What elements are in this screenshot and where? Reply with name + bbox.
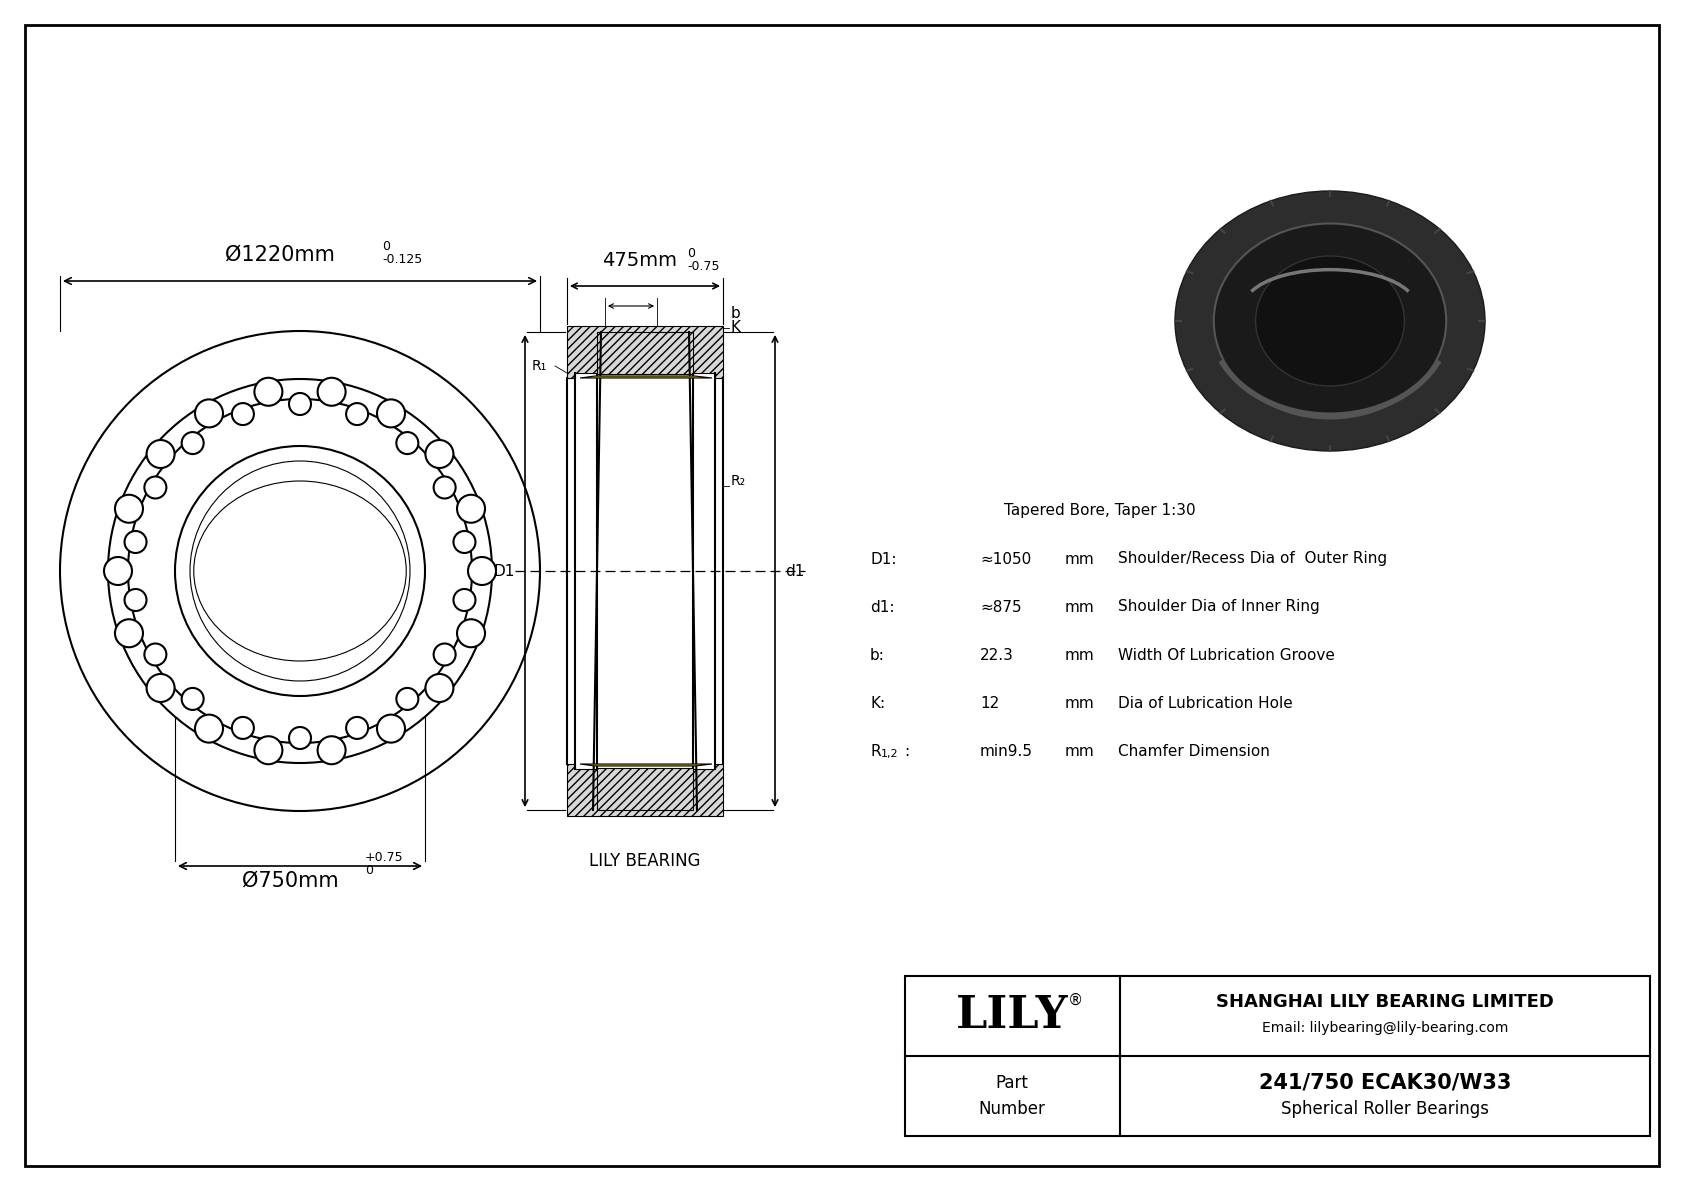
Text: mm: mm [1064,648,1095,662]
Circle shape [125,531,147,553]
Circle shape [290,393,312,414]
Circle shape [396,432,418,454]
Text: b: b [731,306,741,322]
Circle shape [377,399,404,428]
Circle shape [108,379,492,763]
Text: b:: b: [871,648,884,662]
Text: D1: D1 [493,563,515,579]
Polygon shape [568,763,722,816]
Text: Spherical Roller Bearings: Spherical Roller Bearings [1282,1100,1489,1118]
Circle shape [426,674,453,701]
Circle shape [232,717,254,738]
Text: 0: 0 [687,247,695,260]
Text: ≈1050: ≈1050 [980,551,1031,567]
Text: 0: 0 [382,241,391,252]
Text: mm: mm [1064,743,1095,759]
Circle shape [195,715,222,743]
Text: D1:: D1: [871,551,896,567]
Circle shape [232,403,254,425]
Circle shape [290,727,312,749]
Circle shape [254,736,283,765]
Circle shape [347,403,369,425]
Ellipse shape [1175,191,1485,451]
Circle shape [115,619,143,647]
Text: Part
Number: Part Number [978,1074,1046,1118]
Text: Dia of Lubrication Hole: Dia of Lubrication Hole [1118,696,1293,711]
Circle shape [175,445,424,696]
Circle shape [318,378,345,406]
Circle shape [453,590,475,611]
Circle shape [377,715,404,743]
Ellipse shape [1256,256,1404,386]
Polygon shape [598,768,694,810]
Circle shape [468,557,497,585]
Text: ®: ® [1068,992,1083,1008]
Text: SHANGHAI LILY BEARING LIMITED: SHANGHAI LILY BEARING LIMITED [1216,993,1554,1011]
Text: LILY: LILY [957,994,1068,1037]
Circle shape [426,439,453,468]
Circle shape [182,688,204,710]
Polygon shape [579,763,712,766]
Circle shape [433,643,456,666]
Circle shape [115,494,143,523]
Text: +0.75: +0.75 [365,852,404,863]
Circle shape [433,476,456,499]
Text: Shoulder/Recess Dia of  Outer Ring: Shoulder/Recess Dia of Outer Ring [1118,551,1388,567]
Circle shape [145,643,167,666]
Text: Shoulder Dia of Inner Ring: Shoulder Dia of Inner Ring [1118,599,1320,615]
Text: :: : [904,743,909,759]
Text: Email: lilybearing@lily-bearing.com: Email: lilybearing@lily-bearing.com [1261,1021,1509,1035]
Text: 0: 0 [365,863,372,877]
Circle shape [147,674,175,701]
Circle shape [195,399,222,428]
Circle shape [456,494,485,523]
Text: Width Of Lubrication Groove: Width Of Lubrication Groove [1118,648,1335,662]
Circle shape [145,476,167,499]
Circle shape [104,557,131,585]
Circle shape [453,531,475,553]
Circle shape [254,378,283,406]
Text: -0.75: -0.75 [687,260,719,273]
Text: Ø750mm: Ø750mm [242,871,338,891]
Text: min9.5: min9.5 [980,743,1032,759]
Circle shape [456,619,485,647]
Circle shape [318,736,345,765]
Polygon shape [598,332,694,374]
Text: mm: mm [1064,696,1095,711]
Circle shape [128,399,472,743]
Circle shape [396,688,418,710]
Bar [904,975,1650,1136]
Text: 12: 12 [980,696,999,711]
Polygon shape [568,326,722,378]
Ellipse shape [1214,224,1447,418]
Text: -0.125: -0.125 [382,252,423,266]
Text: LILY BEARING: LILY BEARING [589,852,701,869]
Text: 475mm: 475mm [603,251,677,270]
Text: 22.3: 22.3 [980,648,1014,662]
Text: Tapered Bore, Taper 1:30: Tapered Bore, Taper 1:30 [1004,504,1196,518]
Text: Chamfer Dimension: Chamfer Dimension [1118,743,1270,759]
Text: mm: mm [1064,599,1095,615]
Circle shape [147,439,175,468]
Text: 1,2: 1,2 [881,749,899,759]
Circle shape [347,717,369,738]
Text: Ø1220mm: Ø1220mm [226,245,335,266]
Text: d1:: d1: [871,599,894,615]
Text: R₁: R₁ [532,358,547,373]
Text: R₂: R₂ [731,474,746,488]
Text: K:: K: [871,696,886,711]
Text: K: K [731,320,741,336]
Polygon shape [579,376,712,378]
Text: ≈875: ≈875 [980,599,1022,615]
Text: R: R [871,743,881,759]
Circle shape [182,432,204,454]
Text: 241/750 ECAK30/W33: 241/750 ECAK30/W33 [1260,1073,1511,1093]
Circle shape [61,331,541,811]
Text: mm: mm [1064,551,1095,567]
Text: d1: d1 [785,563,805,579]
Circle shape [125,590,147,611]
